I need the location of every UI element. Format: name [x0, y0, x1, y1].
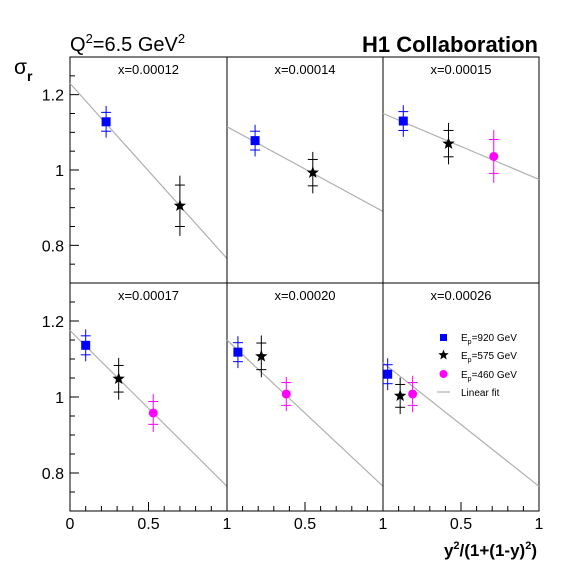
fit-line — [69, 330, 228, 487]
data-point-575 — [255, 335, 268, 378]
marker-square — [398, 116, 408, 126]
data-point-460 — [281, 376, 292, 412]
marker-circle — [281, 389, 291, 399]
data-point-920 — [101, 105, 112, 138]
q2-label: Q2=6.5 GeV2 — [70, 31, 185, 56]
panel-4: x=0.00017 — [69, 282, 228, 512]
data-point-575 — [442, 122, 455, 165]
data-point-920 — [232, 336, 243, 369]
panel-title: x=0.00012 — [118, 62, 179, 77]
y-tick-label: 1 — [55, 163, 64, 180]
fit-line — [226, 339, 384, 487]
fit-line — [382, 112, 540, 180]
marker-star — [393, 389, 407, 402]
y-tick-label: 1.2 — [42, 314, 64, 331]
x-tick-label: 0.5 — [450, 516, 472, 533]
marker-star — [255, 349, 268, 362]
y-tick-label: 0.8 — [42, 466, 64, 483]
marker-circle — [408, 389, 418, 399]
marker-square — [81, 340, 91, 350]
legend-marker-575 — [438, 349, 449, 360]
legend-label-460: Ep=460 GeV — [461, 370, 517, 383]
x-tick-label: 0.5 — [294, 516, 316, 533]
data-point-920 — [250, 124, 261, 157]
legend-marker-920 — [440, 334, 447, 341]
legend-label-fit: Linear fit — [461, 388, 500, 399]
y-axis-label: σr — [14, 56, 33, 84]
x-axis-label: y2/(1+(1-y)2) — [444, 540, 537, 560]
data-point-920 — [398, 105, 409, 137]
x-tick-label: 0.5 — [137, 516, 159, 533]
data-point-920 — [80, 329, 91, 362]
legend-entry-460: Ep=460 GeV — [439, 370, 517, 383]
panels-group: x=0.00012 x=0.00014 x=0.00015 x=0.00017 x=0.… — [69, 56, 540, 512]
fit-line — [382, 362, 540, 487]
panel-2: x=0.00014 — [226, 56, 384, 284]
x-tick-label: 1 — [535, 516, 544, 533]
panel-title: x=0.00026 — [430, 288, 491, 303]
data-point-460 — [488, 130, 499, 183]
x-tick-label: 0 — [66, 516, 75, 533]
data-point-575 — [173, 175, 187, 236]
panel-frame — [69, 282, 228, 512]
marker-star — [306, 166, 319, 178]
legend-label-920: Ep=920 GeV — [461, 333, 517, 346]
marker-star — [173, 199, 187, 212]
fit-line — [226, 126, 384, 212]
panel-5: x=0.00020 — [226, 282, 384, 512]
data-point-460 — [148, 393, 159, 432]
legend-entry-575: Ep=575 GeV — [438, 349, 517, 364]
tick-labels-group: 0.8 1 1.2 0.8 1 1.2 0 0.5 1 0.5 1 0.5 1 — [42, 88, 544, 533]
marker-square — [383, 369, 393, 379]
x-tick-label: 1 — [223, 516, 232, 533]
marker-star — [112, 372, 125, 385]
legend: Ep=920 GeV Ep=575 GeV Ep=460 GeV Linear … — [437, 333, 517, 399]
marker-square — [101, 117, 111, 127]
marker-circle — [148, 408, 158, 418]
panel-1: x=0.00012 — [69, 56, 228, 284]
legend-entry-920: Ep=920 GeV — [440, 333, 517, 346]
collaboration-title: H1 Collaboration — [362, 32, 538, 57]
panel-6: x=0.00026 — [382, 282, 540, 512]
panel-title: x=0.00020 — [274, 288, 335, 303]
panel-3: x=0.00015 — [382, 56, 540, 284]
data-point-920 — [382, 358, 393, 391]
fit-line — [69, 82, 228, 259]
panel-title: x=0.00017 — [118, 288, 179, 303]
y-tick-label: 1.2 — [42, 88, 64, 105]
panel-frame — [69, 56, 228, 284]
panel-frame — [226, 56, 384, 284]
marker-square — [250, 136, 260, 146]
marker-circle — [489, 151, 499, 161]
marker-square — [233, 347, 243, 357]
data-point-575 — [112, 357, 125, 400]
x-tick-label: 1 — [379, 516, 388, 533]
panel-frame — [226, 282, 384, 512]
legend-entry-fit: Linear fit — [437, 388, 500, 399]
data-point-575 — [306, 151, 319, 194]
data-point-575 — [393, 377, 407, 415]
y-tick-label: 1 — [55, 390, 64, 407]
y-tick-label: 0.8 — [42, 238, 64, 255]
panel-title: x=0.00014 — [274, 62, 335, 77]
marker-star — [442, 137, 455, 149]
legend-label-575: Ep=575 GeV — [461, 351, 517, 364]
legend-marker-460 — [439, 370, 448, 378]
panel-title: x=0.00015 — [430, 62, 491, 77]
data-point-460 — [407, 375, 418, 413]
